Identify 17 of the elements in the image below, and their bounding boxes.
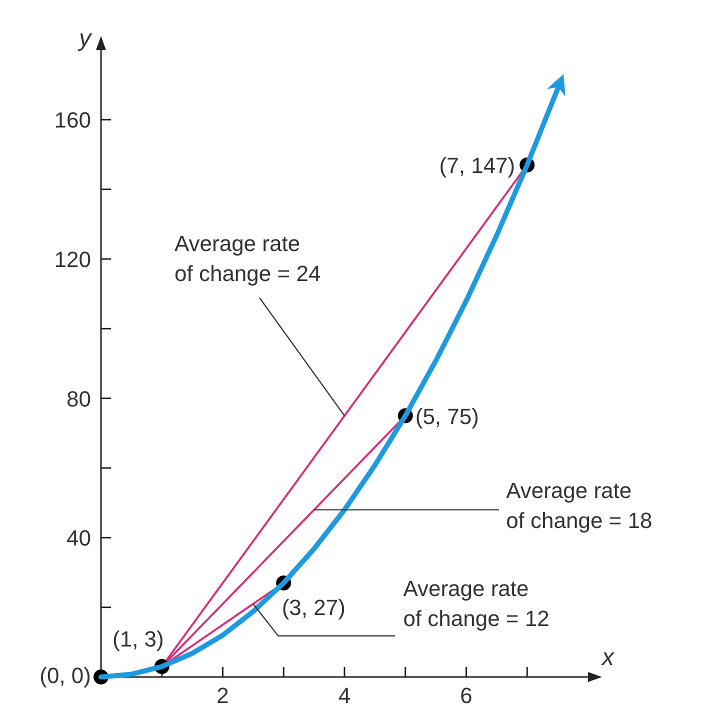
y-tick-label: 160 [54, 108, 91, 133]
annotation: (3, 27) [282, 594, 346, 620]
annotation: (1, 3) [112, 626, 164, 652]
y-tick-label: 80 [66, 386, 91, 412]
annotation: Average rate of change = 12 [403, 576, 550, 631]
y-tick-label: 120 [54, 247, 91, 272]
annotation: (0, 0) [40, 663, 91, 688]
annotation: (5, 75) [415, 404, 479, 429]
x-tick-label: 2 [216, 683, 229, 708]
annotation: (7, 147) [439, 152, 516, 178]
x-tick-label: 6 [460, 683, 472, 708]
annotation: Average rate of change = 18 [506, 478, 652, 533]
annotation: Average rate of change = 24 [174, 230, 321, 286]
x-axis-title: x [601, 644, 615, 671]
y-tick-label: 40 [66, 526, 91, 551]
y-axis-title: y [77, 25, 93, 52]
x-tick-label: 4 [338, 683, 351, 708]
